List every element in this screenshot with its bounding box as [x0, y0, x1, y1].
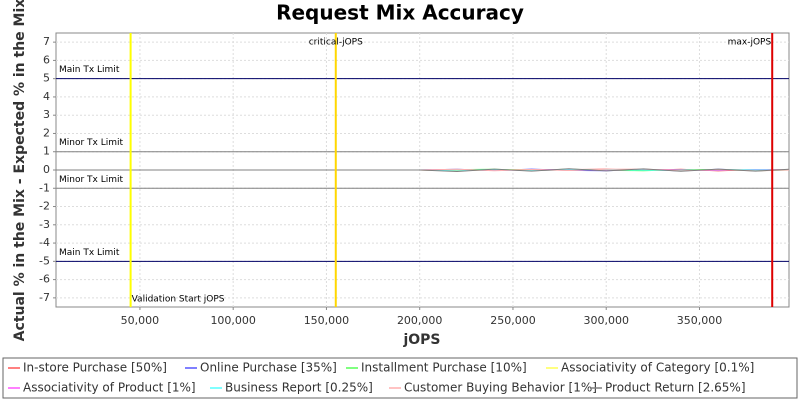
x-tick-label: 50,000	[121, 314, 160, 327]
x-tick-label: 250,000	[490, 314, 536, 327]
legend-label: Customer Buying Behavior [1%]	[404, 381, 597, 395]
limit-label: Minor Tx Limit	[59, 138, 124, 148]
x-tick-label: 350,000	[677, 314, 723, 327]
x-tick-label: 150,000	[304, 314, 350, 327]
y-tick-label: 3	[43, 108, 50, 121]
y-tick-label: 5	[43, 72, 50, 85]
y-tick-label: 2	[43, 126, 50, 139]
x-tick-label: 300,000	[583, 314, 629, 327]
y-tick-label: 1	[43, 145, 50, 158]
x-tick-label: 100,000	[210, 314, 256, 327]
marker-label: critical-jOPS	[309, 38, 363, 48]
y-tick-label: 4	[43, 90, 50, 103]
marker-label: max-jOPS	[728, 38, 772, 48]
limit-label: Main Tx Limit	[59, 248, 120, 258]
y-axis-title: Actual % in the Mix - Expected % in the …	[12, 0, 28, 341]
y-tick-label: 6	[43, 53, 50, 66]
legend-label: Associativity of Category [0.1%]	[561, 361, 754, 375]
legend-label: In-store Purchase [50%]	[23, 361, 167, 375]
y-tick-label: -1	[39, 181, 50, 194]
y-tick-label: 7	[43, 35, 50, 48]
y-tick-label: -7	[39, 291, 50, 304]
legend-label: Installment Purchase [10%]	[361, 361, 527, 375]
x-axis-title: jOPS	[402, 332, 440, 348]
limit-label: Minor Tx Limit	[59, 175, 124, 185]
legend-label: Business Report [0.25%]	[225, 381, 373, 395]
legend	[2, 357, 798, 399]
y-tick-label: -4	[39, 236, 50, 249]
limit-label: Main Tx Limit	[59, 65, 120, 75]
y-tick-label: -6	[39, 273, 50, 286]
x-tick-label: 200,000	[397, 314, 443, 327]
y-tick-label: 0	[43, 163, 50, 176]
legend-label: Product Return [2.65%]	[605, 381, 746, 395]
y-tick-label: -5	[39, 254, 50, 267]
series-line	[56, 168, 790, 172]
chart-title: Request Mix Accuracy	[276, 1, 524, 25]
marker-label: Validation Start jOPS	[132, 295, 225, 305]
legend-label: Associativity of Product [1%]	[23, 381, 196, 395]
legend-label: Online Purchase [35%]	[200, 361, 337, 375]
y-tick-label: -3	[39, 218, 50, 231]
y-tick-label: -2	[39, 200, 50, 213]
